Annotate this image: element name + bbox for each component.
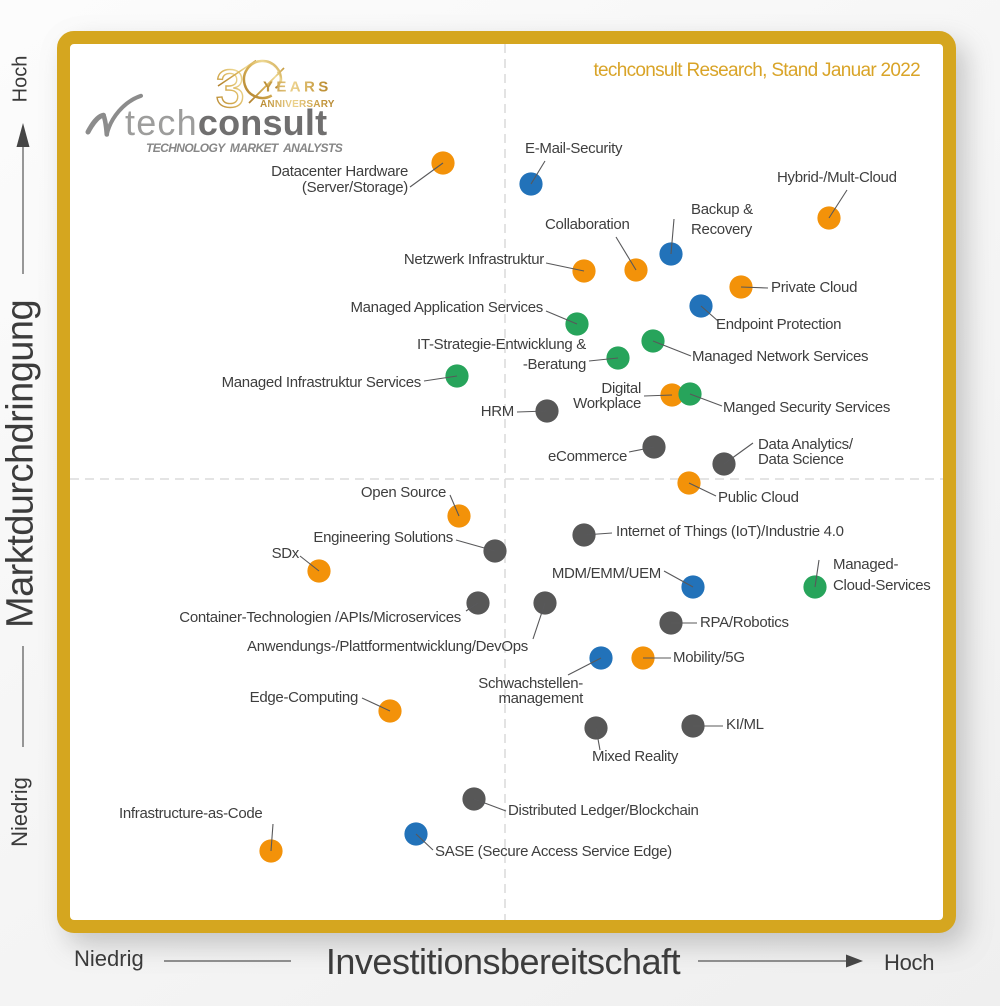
- svg-text:ANNIVERSARY: ANNIVERSARY: [260, 99, 335, 110]
- svg-text:YEARS: YEARS: [263, 79, 332, 96]
- svg-text:3: 3: [215, 59, 245, 119]
